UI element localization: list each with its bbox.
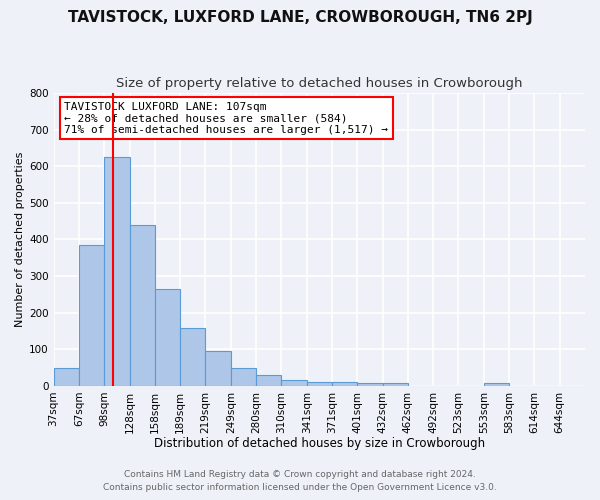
Bar [53,368,79,386]
Bar [281,380,307,386]
Bar [332,382,357,386]
Bar [130,225,155,386]
Bar [256,375,281,386]
Bar [231,368,256,386]
Title: Size of property relative to detached houses in Crowborough: Size of property relative to detached ho… [116,78,523,90]
Bar [104,157,130,386]
Bar [79,245,104,386]
Bar [383,383,408,386]
Bar [205,351,231,386]
Text: TAVISTOCK, LUXFORD LANE, CROWBOROUGH, TN6 2PJ: TAVISTOCK, LUXFORD LANE, CROWBOROUGH, TN… [68,10,532,25]
Text: TAVISTOCK LUXFORD LANE: 107sqm
← 28% of detached houses are smaller (584)
71% of: TAVISTOCK LUXFORD LANE: 107sqm ← 28% of … [64,102,388,135]
Text: Contains HM Land Registry data © Crown copyright and database right 2024.
Contai: Contains HM Land Registry data © Crown c… [103,470,497,492]
Bar [357,383,383,386]
X-axis label: Distribution of detached houses by size in Crowborough: Distribution of detached houses by size … [154,437,485,450]
Bar [484,383,509,386]
Bar [307,382,332,386]
Bar [155,289,180,386]
Y-axis label: Number of detached properties: Number of detached properties [15,152,25,327]
Bar [180,328,205,386]
